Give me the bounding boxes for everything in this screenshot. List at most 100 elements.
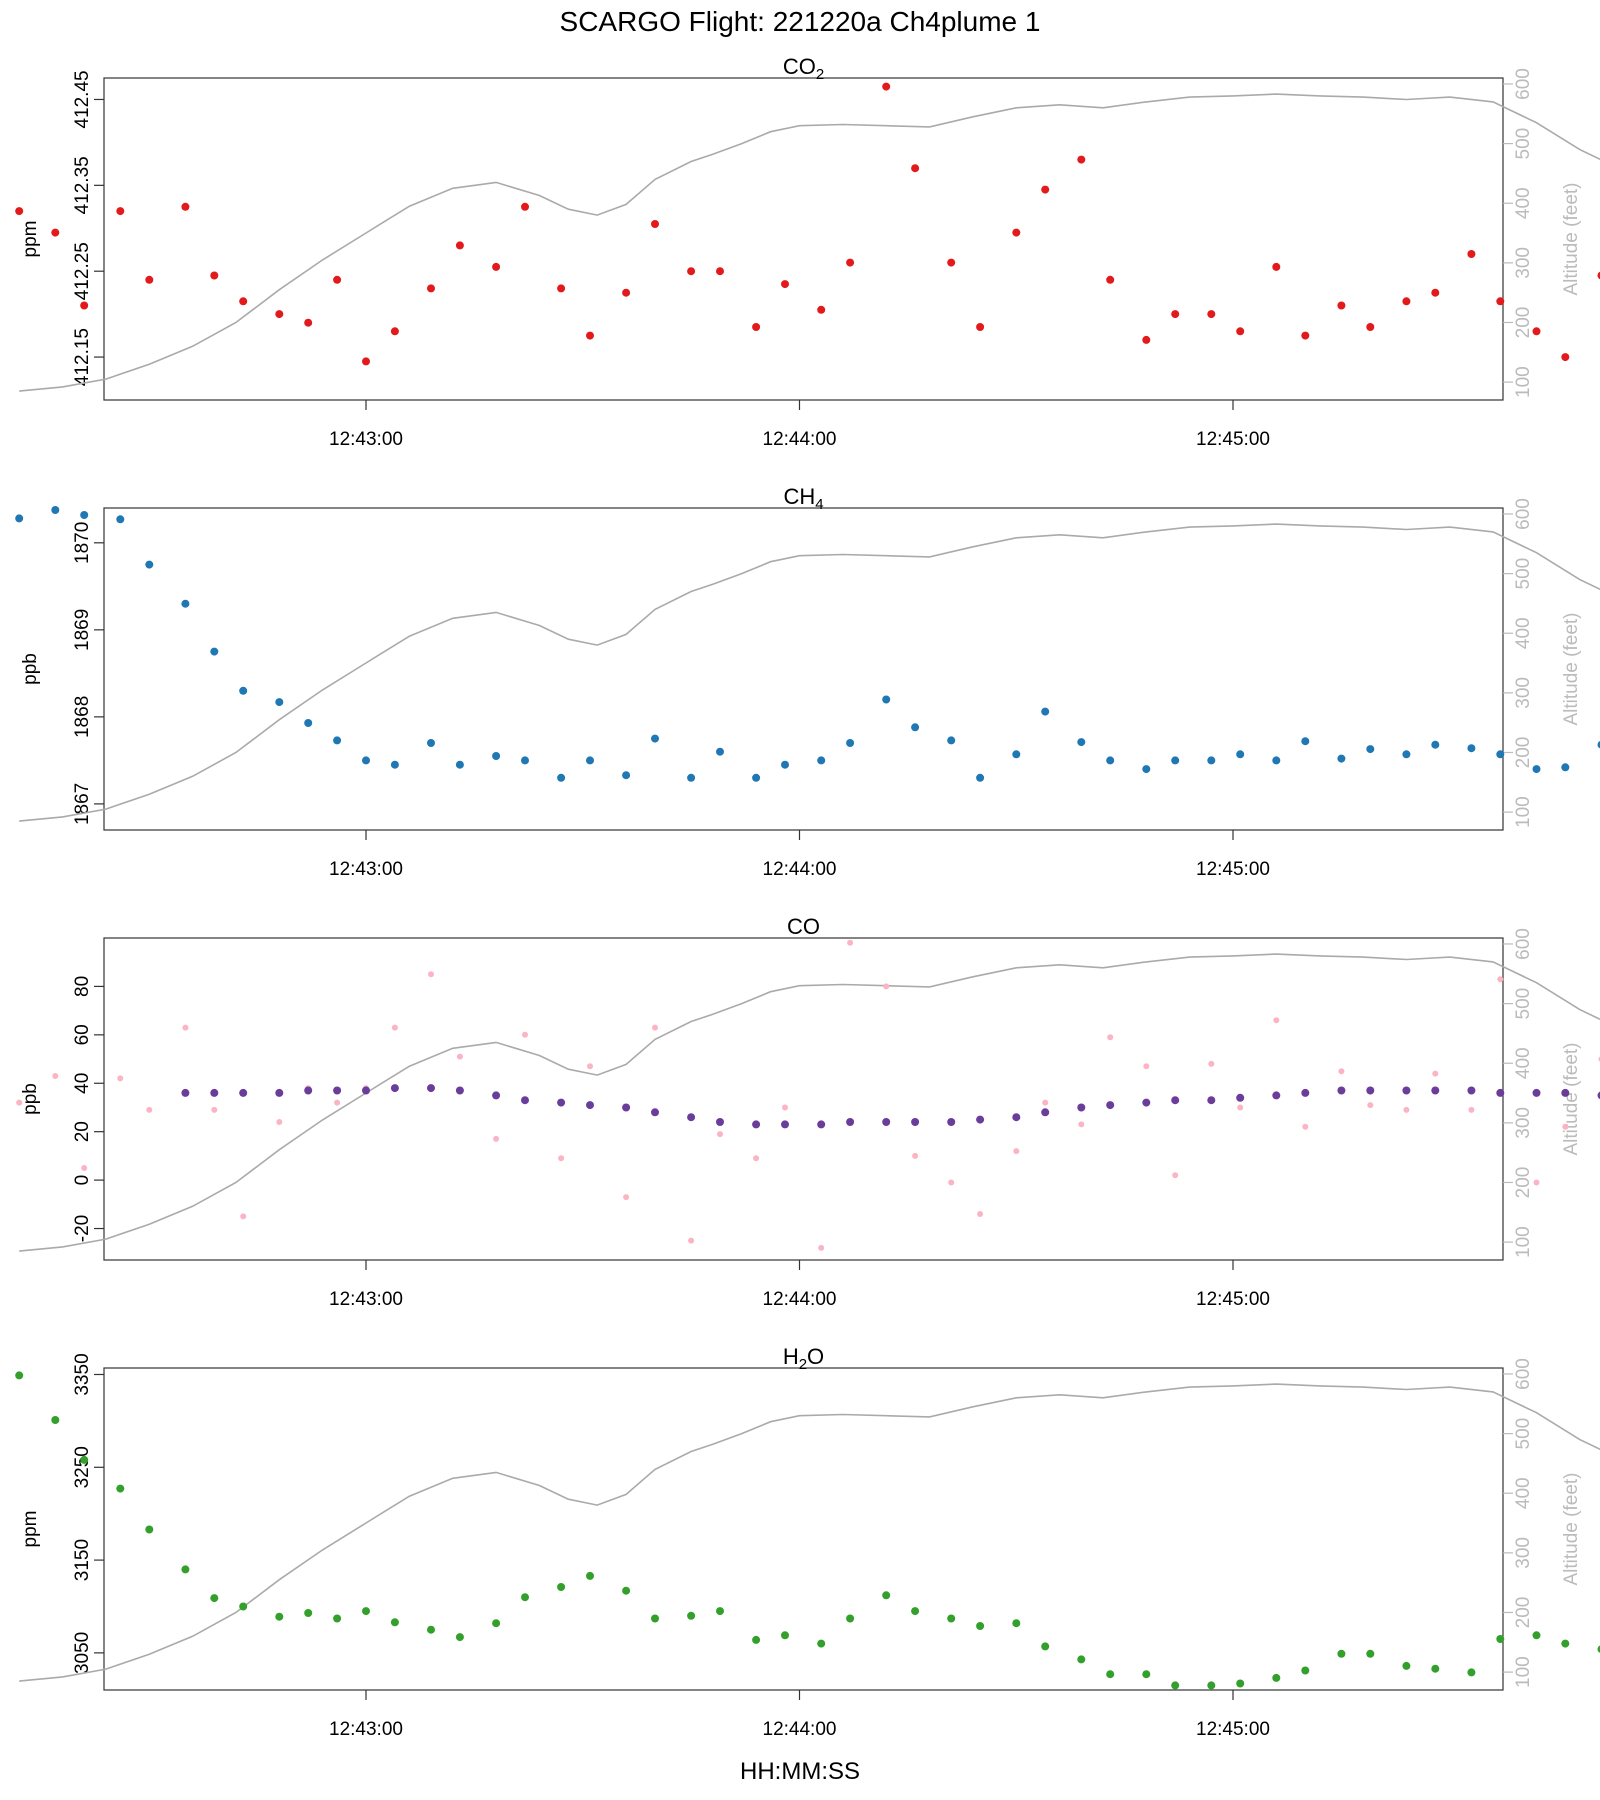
data-point-co-smoothed	[239, 1088, 248, 1097]
data-point-h2o	[427, 1625, 435, 1634]
data-point-co-raw	[883, 983, 890, 990]
data-point-h2o	[275, 1612, 284, 1621]
data-point-co-smoothed	[1171, 1096, 1180, 1105]
data-point-co2	[210, 271, 219, 280]
data-point-co-smoothed	[557, 1098, 566, 1107]
panel-co: CO -20 0 20 40 60 80 ppb 12:43:00 12:44:00 12:45:0…	[16, 914, 1600, 1310]
data-point-ch4	[1272, 756, 1281, 765]
data-point-ch4	[239, 686, 248, 695]
data-point-h2o	[687, 1611, 696, 1620]
data-point-co-raw	[1013, 1148, 1020, 1155]
data-point-ch4	[455, 760, 464, 769]
data-point-h2o	[1077, 1655, 1086, 1664]
data-point-co2	[622, 288, 631, 297]
x-tick-label-h2o: 12:45:00	[1196, 1719, 1270, 1740]
data-point-h2o	[15, 1371, 24, 1380]
data-point-h2o	[1041, 1642, 1050, 1651]
alt-tick-label-co: 300	[1513, 1107, 1534, 1139]
data-point-co-smoothed	[362, 1086, 370, 1095]
x-tick-label-co: 12:44:00	[763, 1289, 837, 1310]
data-point-co-raw	[717, 1131, 723, 1138]
data-point-ch4	[51, 506, 60, 514]
data-point-co-raw	[1143, 1063, 1150, 1070]
data-point-ch4	[427, 739, 435, 747]
data-point-co2	[1012, 228, 1021, 237]
data-point-ch4	[1171, 756, 1180, 765]
data-point-co-smoothed	[1236, 1093, 1245, 1102]
data-point-co2	[1272, 262, 1281, 271]
data-point-co2	[333, 275, 342, 284]
data-point-co2	[1041, 185, 1050, 194]
data-point-co-smoothed	[521, 1096, 529, 1105]
data-point-h2o	[1171, 1681, 1180, 1690]
data-point-ch4	[1496, 750, 1505, 759]
data-point-h2o	[882, 1591, 891, 1600]
data-point-co-raw	[818, 1244, 825, 1251]
alt-tick-label-co2: 200	[1513, 307, 1534, 339]
y-tick-label-co2: 412.25	[72, 242, 93, 300]
data-point-co-raw	[1107, 1034, 1114, 1041]
data-point-co-smoothed	[976, 1115, 985, 1124]
data-point-ch4	[1012, 750, 1021, 759]
data-point-co-smoothed	[1301, 1088, 1310, 1097]
data-point-h2o	[181, 1565, 190, 1574]
data-point-co2	[15, 207, 24, 216]
data-point-co-raw	[146, 1106, 153, 1113]
data-point-co2	[1402, 297, 1411, 306]
data-point-co-smoothed	[455, 1086, 464, 1095]
alt-tick-label-ch4: 300	[1513, 677, 1534, 709]
data-point-co-raw	[1403, 1106, 1410, 1113]
data-point-co2	[1431, 288, 1440, 297]
y-tick-label-ch4: 1868	[72, 696, 93, 738]
data-point-ch4	[390, 760, 399, 769]
y-tick-label-co: -20	[72, 1215, 93, 1242]
data-point-co-raw	[623, 1194, 630, 1201]
y-tick-label-h2o: 3350	[72, 1353, 93, 1395]
data-point-co-smoothed	[1366, 1086, 1375, 1095]
data-point-co-smoothed	[781, 1120, 789, 1129]
x-tick-label-co2: 12:45:00	[1196, 429, 1270, 450]
data-point-co2	[1561, 353, 1570, 362]
data-point-co-smoothed	[1142, 1098, 1151, 1107]
data-point-ch4	[752, 773, 761, 782]
data-point-h2o	[1366, 1649, 1375, 1658]
data-point-co-raw	[912, 1152, 919, 1159]
data-point-co-smoothed	[651, 1108, 659, 1117]
data-point-ch4	[1402, 750, 1411, 759]
data-point-co2	[145, 275, 154, 284]
data-point-co-raw	[1172, 1172, 1179, 1179]
data-point-co-smoothed	[752, 1120, 761, 1129]
data-point-co-smoothed	[304, 1086, 313, 1095]
data-point-co-smoothed	[586, 1101, 594, 1110]
alt-tick-label-ch4: 200	[1513, 737, 1534, 769]
data-point-ch4	[911, 723, 920, 732]
data-point-ch4	[882, 695, 891, 704]
x-tick-label-h2o: 12:44:00	[763, 1719, 837, 1740]
data-point-ch4	[947, 736, 956, 745]
data-point-co2	[1171, 310, 1180, 319]
data-point-ch4	[1366, 745, 1375, 754]
data-point-co-smoothed	[492, 1091, 501, 1100]
data-point-h2o	[976, 1622, 985, 1630]
data-point-co2	[116, 207, 125, 216]
panel-ch4: CH4 1867 1868 1869 1870 ppb 12:43:00 12:44:00 12…	[15, 484, 1600, 880]
data-point-ch4	[1431, 740, 1440, 749]
data-point-co-raw	[558, 1155, 565, 1162]
alt-tick-label-co2: 100	[1513, 366, 1534, 398]
data-point-h2o	[1236, 1679, 1245, 1688]
data-point-co2	[80, 301, 89, 310]
x-tick-label-ch4: 12:43:00	[329, 859, 403, 880]
data-point-co-raw	[1237, 1104, 1244, 1111]
data-point-co-raw	[1468, 1106, 1475, 1113]
data-point-co-smoothed	[882, 1118, 891, 1126]
alt-tick-label-ch4: 500	[1513, 558, 1534, 590]
data-point-ch4	[275, 698, 284, 707]
data-point-co2	[304, 318, 313, 327]
data-point-ch4	[80, 511, 89, 519]
altitude-line-h2o	[19, 1383, 1600, 1682]
data-point-h2o	[1402, 1661, 1411, 1670]
alt-axis-title-ch4: Altitude (feet)	[1561, 613, 1582, 726]
data-point-co-smoothed	[716, 1118, 724, 1126]
data-point-ch4	[1142, 765, 1151, 774]
